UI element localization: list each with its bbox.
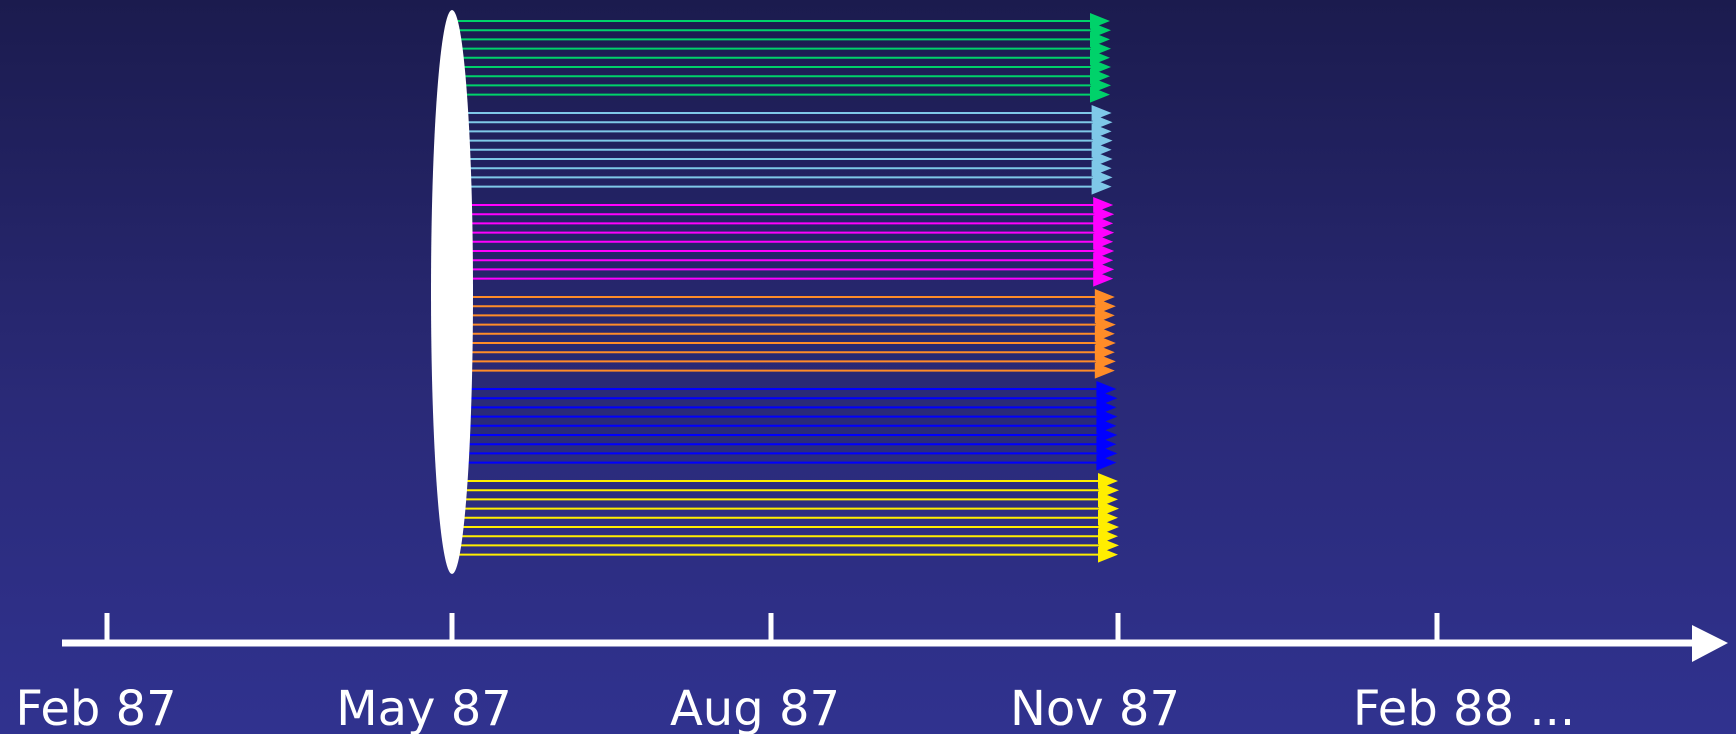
- axis-arrowhead: [1692, 625, 1728, 662]
- source-ellipse: [431, 10, 473, 574]
- arrowhead: [1093, 270, 1114, 287]
- arrow-group: [456, 473, 1119, 563]
- arrowhead: [1098, 546, 1118, 563]
- arrow-group: [456, 13, 1111, 103]
- tick-label-may-87: May 87: [336, 681, 512, 734]
- tick-label-feb-87: Feb 87: [15, 681, 176, 734]
- tick-label-nov-87: Nov 87: [1010, 681, 1180, 734]
- arrow-group: [456, 289, 1116, 379]
- tick-label-feb-88: Feb 88 ...: [1353, 681, 1575, 734]
- arrow-group: [456, 197, 1115, 287]
- arrowhead: [1090, 86, 1110, 103]
- axis-ticks: [104, 613, 1440, 643]
- arrow-groups: [456, 13, 1119, 563]
- arrow-group: [456, 105, 1113, 195]
- arrowhead: [1096, 454, 1117, 471]
- axis-labels: Feb 87 May 87 Aug 87 Nov 87 Feb 88 ...: [15, 681, 1575, 734]
- arrowhead: [1091, 178, 1112, 195]
- arrow-group: [456, 381, 1118, 471]
- tick-label-aug-87: Aug 87: [670, 681, 840, 734]
- time-axis: Feb 87 May 87 Aug 87 Nov 87 Feb 88 ...: [15, 613, 1728, 734]
- arrowhead: [1094, 362, 1115, 379]
